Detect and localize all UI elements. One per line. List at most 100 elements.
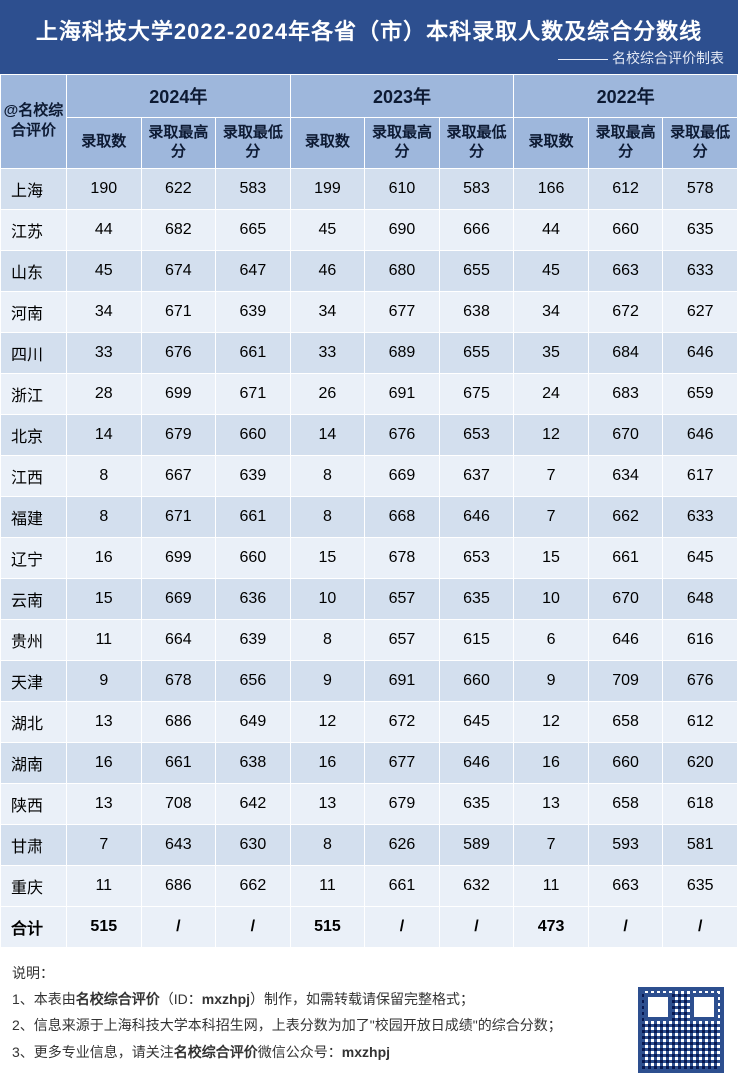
data-cell: 8: [67, 496, 142, 537]
data-cell: 7: [514, 824, 589, 865]
data-cell: 45: [290, 209, 365, 250]
data-cell: 634: [588, 455, 663, 496]
data-cell: 699: [141, 537, 216, 578]
data-cell: 671: [216, 373, 291, 414]
data-cell: 660: [588, 742, 663, 783]
data-cell: 8: [290, 455, 365, 496]
data-cell: 12: [514, 414, 589, 455]
data-cell: 663: [588, 865, 663, 906]
sub-head: 录取数: [67, 118, 142, 169]
table-row: 湖北136866491267264512658612: [1, 701, 738, 742]
data-cell: 16: [67, 537, 142, 578]
data-cell: 667: [141, 455, 216, 496]
province-cell: 上海: [1, 168, 67, 209]
table-row: 河南346716393467763834672627: [1, 291, 738, 332]
data-cell: 12: [290, 701, 365, 742]
data-cell: 620: [663, 742, 738, 783]
data-cell: 679: [365, 783, 440, 824]
data-cell: 663: [588, 250, 663, 291]
province-cell: 天津: [1, 660, 67, 701]
province-cell: 辽宁: [1, 537, 67, 578]
data-cell: 636: [216, 578, 291, 619]
data-cell: 664: [141, 619, 216, 660]
data-cell: 11: [67, 619, 142, 660]
data-cell: 646: [663, 332, 738, 373]
data-cell: 689: [365, 332, 440, 373]
data-cell: 617: [663, 455, 738, 496]
data-cell: 646: [439, 496, 514, 537]
corner-label: @名校综合评价: [1, 75, 67, 169]
data-cell: 16: [290, 742, 365, 783]
note-line: 1、本表由名校综合评价（ID：mxzhpj）制作，如需转载请保留完整格式；: [12, 988, 726, 1010]
data-cell: 680: [365, 250, 440, 291]
data-cell: 8: [290, 496, 365, 537]
year-head-2024: 2024年: [67, 75, 291, 118]
data-cell: 666: [439, 209, 514, 250]
title-bar: 上海科技大学2022-2024年各省（市）本科录取人数及综合分数线 名校综合评价…: [0, 0, 738, 74]
province-cell: 湖南: [1, 742, 67, 783]
data-cell: 635: [663, 209, 738, 250]
province-cell: 甘肃: [1, 824, 67, 865]
data-cell: 638: [216, 742, 291, 783]
data-cell: 675: [439, 373, 514, 414]
table-row: 重庆116866621166163211663635: [1, 865, 738, 906]
sub-head: 录取最高分: [365, 118, 440, 169]
sub-head: 录取最低分: [663, 118, 738, 169]
data-cell: 630: [216, 824, 291, 865]
province-cell: 河南: [1, 291, 67, 332]
table-row: 四川336766613368965535684646: [1, 332, 738, 373]
data-cell: 684: [588, 332, 663, 373]
data-cell: 656: [216, 660, 291, 701]
data-cell: 683: [588, 373, 663, 414]
data-cell: 655: [439, 250, 514, 291]
data-cell: 166: [514, 168, 589, 209]
data-cell: 13: [290, 783, 365, 824]
data-cell: 691: [365, 660, 440, 701]
province-cell: 浙江: [1, 373, 67, 414]
data-cell: 616: [663, 619, 738, 660]
sub-head: 录取最低分: [216, 118, 291, 169]
data-cell: 682: [141, 209, 216, 250]
data-cell: 632: [439, 865, 514, 906]
data-cell: 653: [439, 537, 514, 578]
data-cell: 660: [588, 209, 663, 250]
table-row: 云南156696361065763510670648: [1, 578, 738, 619]
data-cell: 589: [439, 824, 514, 865]
data-cell: 643: [141, 824, 216, 865]
data-cell: 646: [439, 742, 514, 783]
data-cell: 199: [290, 168, 365, 209]
data-cell: 583: [216, 168, 291, 209]
data-cell: 633: [663, 496, 738, 537]
total-cell: 515: [290, 906, 365, 947]
province-cell: 云南: [1, 578, 67, 619]
data-cell: 7: [67, 824, 142, 865]
data-cell: 10: [290, 578, 365, 619]
data-cell: 657: [365, 578, 440, 619]
data-cell: 686: [141, 701, 216, 742]
admissions-table: @名校综合评价 2024年 2023年 2022年 录取数录取最高分录取最低分录…: [0, 74, 738, 948]
data-cell: 9: [290, 660, 365, 701]
note-line: 3、更多专业信息，请关注名校综合评价微信公众号：mxzhpj: [12, 1041, 726, 1063]
data-cell: 44: [514, 209, 589, 250]
sub-head: 录取数: [290, 118, 365, 169]
data-cell: 26: [290, 373, 365, 414]
data-cell: 618: [663, 783, 738, 824]
sub-head: 录取数: [514, 118, 589, 169]
table-row: 江苏446826654569066644660635: [1, 209, 738, 250]
data-cell: 658: [588, 701, 663, 742]
data-cell: 35: [514, 332, 589, 373]
qr-code-icon: [638, 987, 724, 1073]
data-cell: 660: [216, 414, 291, 455]
total-cell: 515: [67, 906, 142, 947]
data-cell: 659: [663, 373, 738, 414]
data-cell: 11: [67, 865, 142, 906]
data-cell: 622: [141, 168, 216, 209]
data-cell: 190: [67, 168, 142, 209]
data-cell: 648: [663, 578, 738, 619]
data-cell: 637: [439, 455, 514, 496]
data-cell: 45: [67, 250, 142, 291]
data-cell: 661: [588, 537, 663, 578]
data-cell: 676: [141, 332, 216, 373]
data-cell: 11: [290, 865, 365, 906]
data-cell: 647: [216, 250, 291, 291]
